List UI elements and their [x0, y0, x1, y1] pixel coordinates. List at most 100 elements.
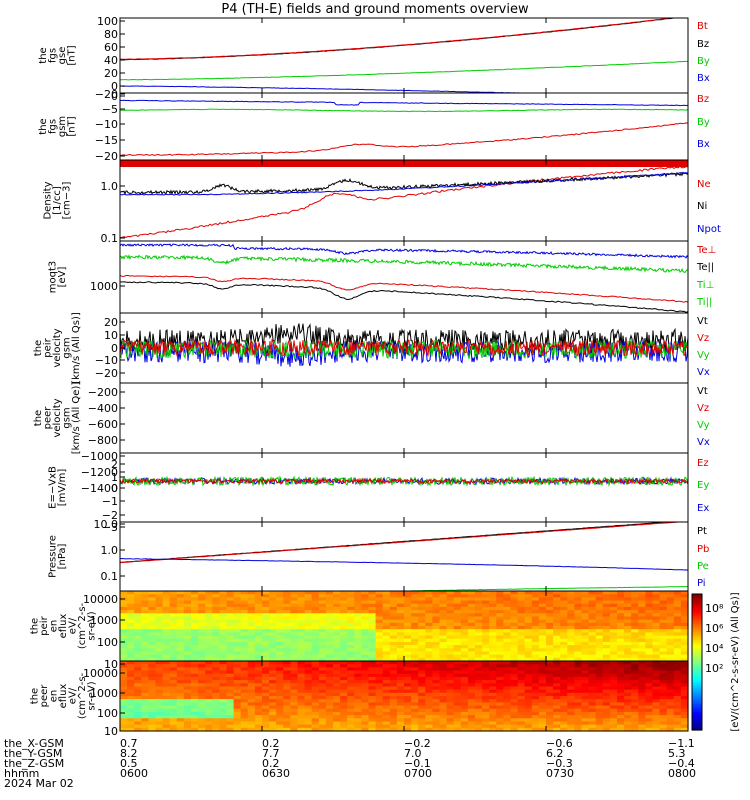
y-axis-label-line: en — [49, 690, 60, 703]
colorbar-tick-label: 10⁴ — [705, 642, 724, 655]
legend-label-bx: Bx — [697, 73, 710, 84]
y-tick-label: 10000 — [83, 667, 118, 680]
footer-row: the_Y-GSM 8.2 7.7 7.0 6.2 5.3 — [4, 748, 744, 759]
y-tick-label: 10.0 — [94, 518, 119, 531]
y-tick-label: 1.0 — [101, 544, 119, 557]
y-tick-label: 100 — [97, 707, 118, 720]
y-axis-label-line: eflux — [58, 614, 69, 639]
footer-row-label: the_X-GSM — [4, 737, 64, 750]
y-axis-label-line: the — [38, 47, 49, 63]
footer-value: 0.7 — [120, 737, 138, 750]
bt-line — [120, 18, 676, 60]
footer-row: the_X-GSM 0.7 0.2 −0.2 −0.6 −1.1 — [4, 738, 744, 749]
y-axis-label-line: sr-eV) — [87, 611, 98, 640]
vy-peir-line — [120, 338, 688, 360]
y-axis-label-panel-8: Pressure[nPa] — [47, 535, 68, 578]
y-axis-label-line: fgs — [47, 48, 58, 63]
legend-label-bz: Bz — [697, 39, 709, 50]
footer-row-label: hhmm — [4, 767, 40, 780]
legend-label-pi: Pi — [697, 578, 706, 589]
y-axis-label-line: [1/cc] — [52, 186, 63, 215]
y-tick-label: 10 — [104, 725, 118, 738]
ti-perp-line — [120, 254, 688, 274]
footer-value: 0730 — [546, 767, 574, 780]
colorbar — [691, 593, 703, 731]
bx-gsm-line — [120, 99, 688, 107]
y-axis-label-panel-3: Density[1/cc][cm−3] — [43, 181, 73, 219]
footer-value: 0800 — [668, 767, 696, 780]
y-tick-label: 1000 — [90, 614, 118, 627]
footer-value: 7.7 — [262, 747, 280, 760]
legend-label-vt: Vt — [697, 386, 708, 397]
legend-label-bt: Bt — [697, 21, 708, 32]
footer-value: 5.3 — [668, 747, 686, 760]
y-axis-label-line: velocity — [52, 328, 63, 367]
y-tick-label: 100 — [97, 15, 118, 28]
legend-label-vz: Vz — [697, 403, 709, 414]
y-axis-label-line: peir — [39, 615, 50, 635]
y-axis-label-line: velocity — [52, 398, 63, 437]
footer-value: 0700 — [404, 767, 432, 780]
legend-label-ez: Ez — [697, 458, 709, 469]
y-tick-label: 20 — [104, 316, 118, 329]
ez-line — [120, 477, 688, 485]
y-tick-label: −2 — [102, 509, 118, 522]
y-tick-label: 10 — [104, 658, 118, 671]
y-axis-label-line: [cm−3] — [62, 182, 73, 220]
panel-3-frame — [119, 159, 689, 242]
y-axis-label-line: gsm — [62, 407, 73, 428]
npot-line — [120, 172, 688, 196]
legend-label-te: Te|| — [696, 262, 714, 273]
y-tick-label: −1400 — [81, 482, 118, 495]
by-gsm-line — [120, 108, 688, 113]
y-tick-label: −200 — [88, 386, 118, 399]
y-axis-label-line: sr-eV) — [87, 681, 98, 710]
legend-label-pb: Pb — [697, 544, 709, 555]
y-axis-label-line: Pressure — [47, 535, 58, 578]
y-axis-label-line: gse — [57, 47, 68, 65]
y-axis-label-line: the — [33, 340, 44, 356]
y-tick-label: 10000 — [83, 593, 118, 606]
y-tick-label: −3 — [102, 521, 118, 534]
y-tick-label: −1000 — [81, 450, 118, 463]
y-axis-label-line: en — [49, 620, 60, 633]
footer-row: hhmm 0600 0630 0700 0730 0800 — [4, 768, 744, 779]
y-tick-label: 0 — [111, 90, 118, 103]
y-tick-label: 100 — [97, 636, 118, 649]
colorbar-tick-label: 10² — [705, 662, 723, 675]
y-axis-label-line: [km/s (All Qs)] — [71, 312, 82, 384]
te-perp-2-line — [120, 281, 688, 313]
footer-value: 8.2 — [120, 747, 138, 760]
footer-value: −0.3 — [546, 757, 573, 770]
by-line — [120, 60, 688, 81]
pb-line — [120, 522, 685, 564]
plot-title: P4 (TH-E) fields and ground moments over… — [221, 2, 529, 17]
y-tick-label: 0 — [111, 482, 118, 495]
ey-line — [120, 475, 688, 487]
footer-row: the_Z-GSM 0.5 0.2 −0.1 −0.3 −0.4 — [4, 758, 744, 769]
y-tick-label: −800 — [88, 434, 118, 447]
y-tick-label: 0 — [111, 342, 118, 355]
y-axis-label-line: the — [30, 688, 41, 704]
y-axis-label-panel-4: moqt3[eV] — [47, 261, 68, 294]
legend-label-te: Te⊥ — [696, 245, 716, 256]
y-axis-label-line: [mV/m] — [57, 469, 68, 507]
colorbar-label: [eV/(cm^2-s-sr-eV) (All Qs)] — [730, 592, 741, 731]
footer-value: −1.1 — [668, 737, 695, 750]
y-axis-label-line: Density — [43, 181, 54, 219]
footer-value: −0.2 — [404, 737, 431, 750]
y-tick-label: 0 — [111, 80, 118, 93]
te-par-line — [120, 275, 688, 303]
y-axis-label-line: moqt3 — [47, 261, 58, 294]
vz-peir-line — [120, 338, 688, 358]
footer-value: 0.2 — [262, 757, 280, 770]
y-tick-label: 40 — [104, 54, 118, 67]
y-axis-label-line: the — [33, 410, 44, 426]
footer-row-label: the_Y-GSM — [4, 747, 63, 760]
y-axis-label-line: [nT] — [66, 116, 77, 136]
legend-label-bx: Bx — [697, 139, 710, 150]
